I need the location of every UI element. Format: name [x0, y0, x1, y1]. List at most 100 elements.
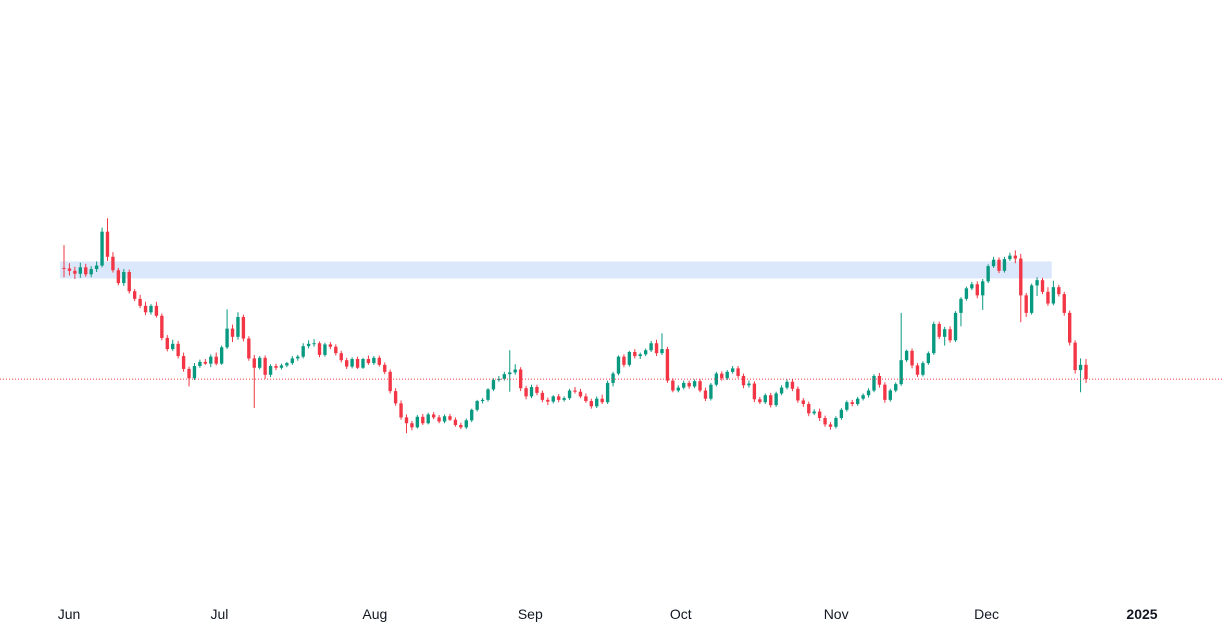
candle-body: [975, 284, 979, 296]
candle-body: [165, 337, 169, 350]
candle: [910, 348, 914, 369]
candle: [741, 373, 746, 389]
candle: [301, 343, 305, 359]
candle: [817, 408, 822, 421]
candle-body: [622, 356, 626, 365]
candle-body: [611, 373, 615, 383]
candle-body: [970, 284, 974, 289]
candle: [344, 357, 349, 369]
candle-body: [720, 373, 724, 379]
candle: [915, 363, 920, 378]
candle: [236, 312, 240, 340]
candle-body: [1057, 287, 1061, 295]
candle-body: [355, 359, 360, 368]
candle-body: [1040, 280, 1045, 292]
candle-body: [127, 271, 131, 292]
candle: [551, 395, 555, 404]
candle-body: [627, 351, 632, 365]
candle-body: [785, 381, 789, 388]
candle-body: [758, 399, 762, 403]
candle: [459, 422, 463, 430]
candle: [122, 269, 126, 286]
candle-body: [915, 365, 920, 375]
candle: [877, 373, 882, 388]
candle: [861, 393, 865, 401]
candle-body: [883, 384, 887, 400]
candle-body: [84, 267, 88, 275]
candle-body: [301, 346, 305, 357]
candle: [100, 227, 104, 268]
candle: [165, 335, 169, 352]
candle: [573, 387, 577, 394]
candle-body: [888, 390, 892, 400]
candle: [377, 355, 381, 367]
candle-body: [763, 395, 767, 403]
candle: [725, 370, 729, 381]
candle-body: [747, 383, 751, 386]
candle-body: [877, 375, 882, 385]
candle: [855, 396, 860, 406]
candle: [350, 357, 354, 369]
candle: [225, 309, 229, 350]
candle: [127, 269, 131, 294]
candle-body: [600, 398, 604, 403]
candle: [448, 413, 452, 421]
candle-body: [834, 417, 838, 427]
candle: [986, 264, 990, 284]
candle: [622, 354, 626, 368]
candle: [388, 369, 392, 394]
candle: [981, 278, 985, 310]
candle: [904, 349, 909, 362]
candle-body: [991, 259, 996, 267]
candle-body: [937, 323, 941, 337]
candle: [1068, 310, 1072, 346]
candle-body: [143, 305, 148, 313]
candle: [171, 339, 175, 351]
candle-body: [187, 368, 191, 379]
candle: [421, 413, 425, 425]
candle-body: [1002, 259, 1007, 271]
candle: [845, 400, 849, 412]
candle-body: [296, 356, 300, 359]
candle: [839, 408, 844, 420]
candle-body: [953, 312, 958, 341]
resistance-zone: [60, 261, 1052, 279]
candle-body: [171, 343, 175, 350]
candle: [464, 418, 468, 430]
candle-body: [948, 329, 952, 341]
candle: [258, 356, 262, 370]
candle: [1035, 277, 1039, 296]
candle-body: [714, 373, 719, 385]
candle: [790, 379, 795, 392]
candle-body: [872, 375, 876, 391]
candle-body: [643, 350, 648, 355]
candle: [643, 348, 648, 357]
x-tick-label-2025: 2025: [1126, 606, 1157, 622]
candle-body: [285, 363, 289, 366]
candle-body: [459, 424, 463, 428]
candle: [203, 359, 208, 365]
candle-body: [415, 416, 420, 428]
candle-body: [904, 350, 909, 361]
candle: [720, 371, 724, 381]
candle-body: [203, 361, 208, 364]
candle: [589, 398, 593, 409]
candle: [671, 378, 675, 393]
candle: [285, 361, 289, 368]
candle-body: [932, 323, 936, 354]
candle-body: [388, 371, 392, 392]
candle-body: [181, 356, 186, 369]
candle: [714, 371, 719, 387]
candle-body: [513, 369, 517, 373]
candle-body: [393, 391, 398, 404]
candle: [562, 396, 566, 402]
candle: [279, 363, 284, 370]
candle-body: [850, 402, 854, 404]
candle-body: [1013, 255, 1018, 259]
candle: [611, 371, 615, 387]
candle-body: [1029, 285, 1034, 313]
candle: [747, 380, 751, 388]
candle-body: [263, 357, 267, 375]
candle-body: [486, 389, 490, 400]
